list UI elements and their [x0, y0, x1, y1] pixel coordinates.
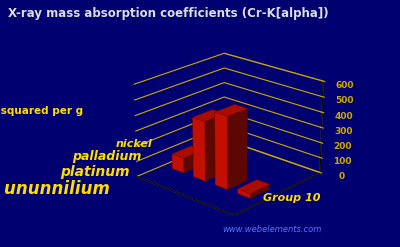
Text: www.webelements.com: www.webelements.com	[222, 225, 322, 234]
Text: ununnilium: ununnilium	[4, 180, 110, 198]
Text: platinum: platinum	[60, 165, 130, 179]
Text: Group 10: Group 10	[263, 193, 321, 203]
Text: nickel: nickel	[115, 140, 152, 149]
Text: palladium: palladium	[73, 150, 142, 163]
Text: cm squared per g: cm squared per g	[0, 106, 84, 116]
Text: X-ray mass absorption coefficients (Cr-K[alpha]): X-ray mass absorption coefficients (Cr-K…	[8, 7, 329, 21]
